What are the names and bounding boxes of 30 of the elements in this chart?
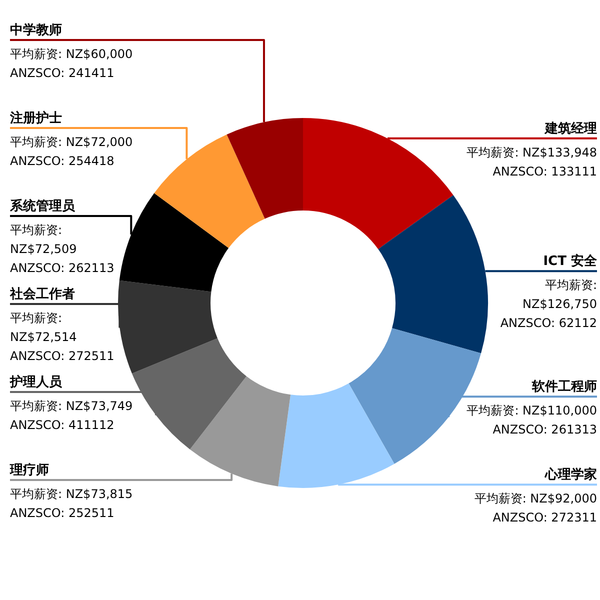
slice-label: 社会工作者 <box>9 286 75 302</box>
slice-label: 心理学家 <box>544 466 597 483</box>
text: ANZSCO: 272311 <box>492 510 597 525</box>
text: ANZSCO: 252511 <box>10 506 114 520</box>
text: ANZSCO: 62112 <box>500 316 597 330</box>
data-label: 平均薪资: NZ$92,000 <box>474 492 597 506</box>
text: ANZSCO: 261313 <box>492 422 597 437</box>
data-label: 平均薪资: NZ$133,948 <box>466 145 597 160</box>
text: ANZSCO: 133111 <box>492 164 597 178</box>
data-label: 平均薪资: NZ$72,509 <box>10 223 77 256</box>
text: ANZSCO: 241411 <box>10 66 114 80</box>
slice-label: 理疗师 <box>9 462 49 478</box>
slice-label: 注册护士 <box>9 110 62 126</box>
data-label: 平均薪资: NZ$72,514 <box>10 311 77 344</box>
slice-label: 护理人员 <box>9 374 63 390</box>
slice-label: 建筑经理 <box>544 121 597 136</box>
data-label: 平均薪资: NZ$110,000 <box>466 404 597 418</box>
slice-label: 中学教师 <box>10 23 62 38</box>
slice-label: 软件工程师 <box>531 380 597 395</box>
slice-label: 系统管理员 <box>9 198 76 214</box>
text: ANZSCO: 254418 <box>10 154 114 168</box>
data-label: 平均薪资: NZ$72,000 <box>10 135 133 149</box>
slice-label: ICT 安全 <box>543 253 598 270</box>
text: ANZSCO: 411112 <box>10 418 114 432</box>
data-label: 平均薪资: NZ$60,000 <box>10 47 133 61</box>
text: ANZSCO: 262113 <box>10 261 114 275</box>
text: ANZSCO: 272511 <box>10 349 114 363</box>
data-label: 平均薪资: NZ$126,750 <box>522 278 597 312</box>
data-label: 平均薪资: NZ$73,749 <box>10 399 133 413</box>
data-label: 平均薪资: NZ$73,815 <box>10 487 133 501</box>
